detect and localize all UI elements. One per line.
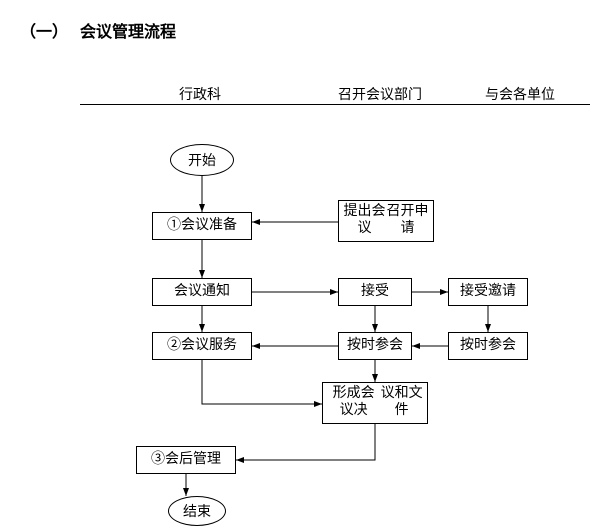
node-notify: 会议通知 — [152, 278, 252, 306]
node-post: ③会后管理 — [136, 446, 236, 474]
edge-resolution-post — [236, 424, 375, 460]
node-attend1: 按时参会 — [338, 332, 412, 360]
edges-layer — [0, 0, 609, 532]
node-accept: 接受 — [338, 278, 412, 306]
node-attend2: 按时参会 — [448, 332, 528, 360]
edge-service-resolution — [202, 360, 322, 404]
node-invite: 接受邀请 — [448, 278, 528, 306]
node-prep: ①会议准备 — [152, 212, 252, 240]
node-resolution: 形成会议决议和文件 — [322, 382, 428, 424]
node-request: 提出会议召开申请 — [338, 200, 434, 242]
node-start: 开始 — [170, 144, 234, 176]
node-end: 结束 — [168, 496, 226, 526]
node-service: ②会议服务 — [152, 332, 252, 360]
